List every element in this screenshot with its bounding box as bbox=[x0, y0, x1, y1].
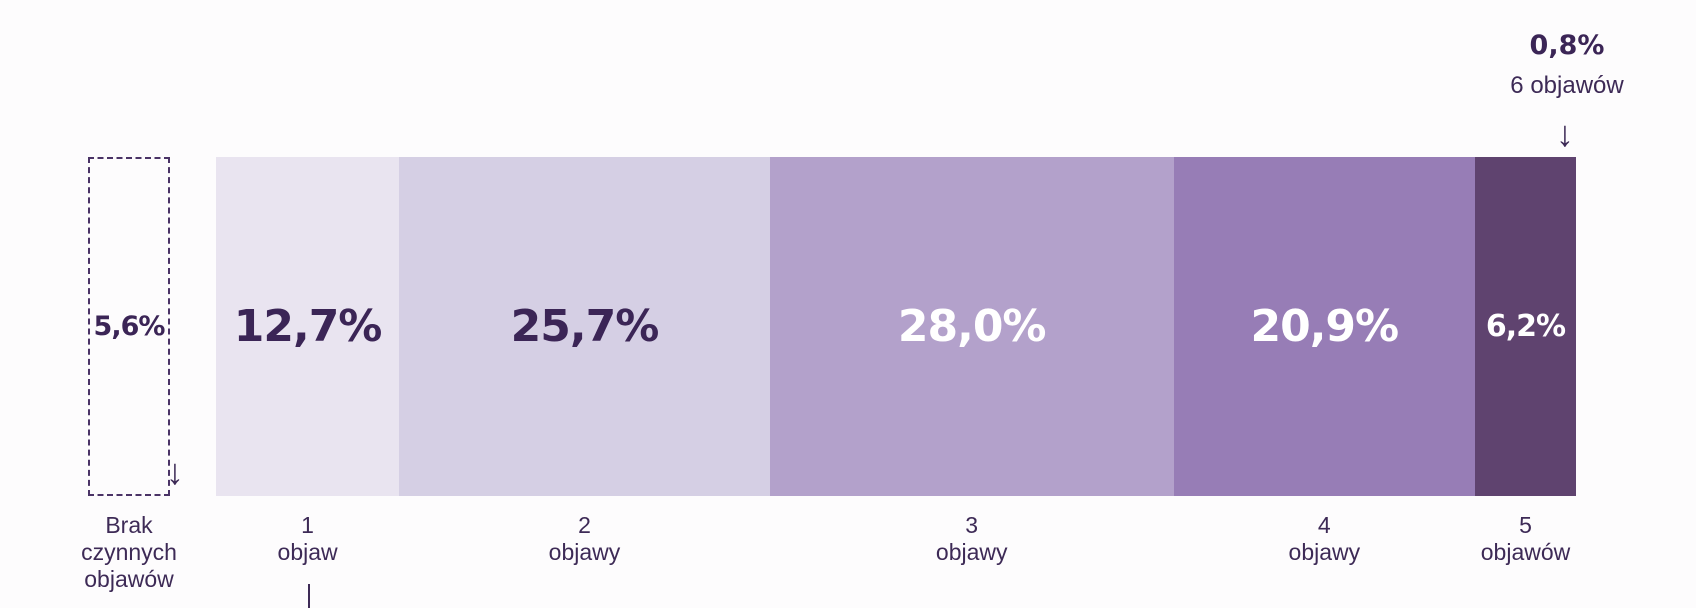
six-symptoms-label: 6 objawów bbox=[1510, 72, 1624, 99]
bar-segment-2-value: 25,7% bbox=[510, 301, 660, 352]
category-label-4: 4 objawy bbox=[1288, 512, 1361, 565]
category-label-1: 1 objaw bbox=[277, 512, 338, 565]
no-symptoms-arrow-icon: ↓ bbox=[166, 451, 184, 492]
bar-segment-5: 6,2% bbox=[1475, 157, 1576, 496]
bar-segment-3-value: 28,0% bbox=[897, 301, 1047, 352]
no-symptoms-value: 5,6% bbox=[93, 311, 166, 342]
six-symptoms-value: 0,8% bbox=[1529, 30, 1605, 61]
category-label-5: 5 objawów bbox=[1480, 512, 1571, 565]
no-symptoms-label: Brak czynnych objawów bbox=[81, 512, 177, 592]
bar-segment-3: 28,0% bbox=[769, 157, 1174, 496]
category-label-3: 3 objawy bbox=[935, 512, 1008, 565]
no-symptoms-box: 5,6% bbox=[88, 157, 170, 496]
bar-segment-1: 12,7% bbox=[216, 157, 400, 496]
one-symptom-tick bbox=[308, 584, 310, 608]
bar-segment-4-value: 20,9% bbox=[1250, 301, 1399, 352]
bar-segment-1-value: 12,7% bbox=[233, 301, 383, 352]
bar-segment-5-value: 6,2% bbox=[1485, 309, 1566, 344]
category-label-2: 2 objawy bbox=[548, 512, 621, 565]
bar-segment-2: 25,7% bbox=[399, 157, 770, 496]
bar-segment-4: 20,9% bbox=[1173, 157, 1476, 496]
six-symptoms-arrow-icon: ↓ bbox=[1556, 113, 1574, 154]
